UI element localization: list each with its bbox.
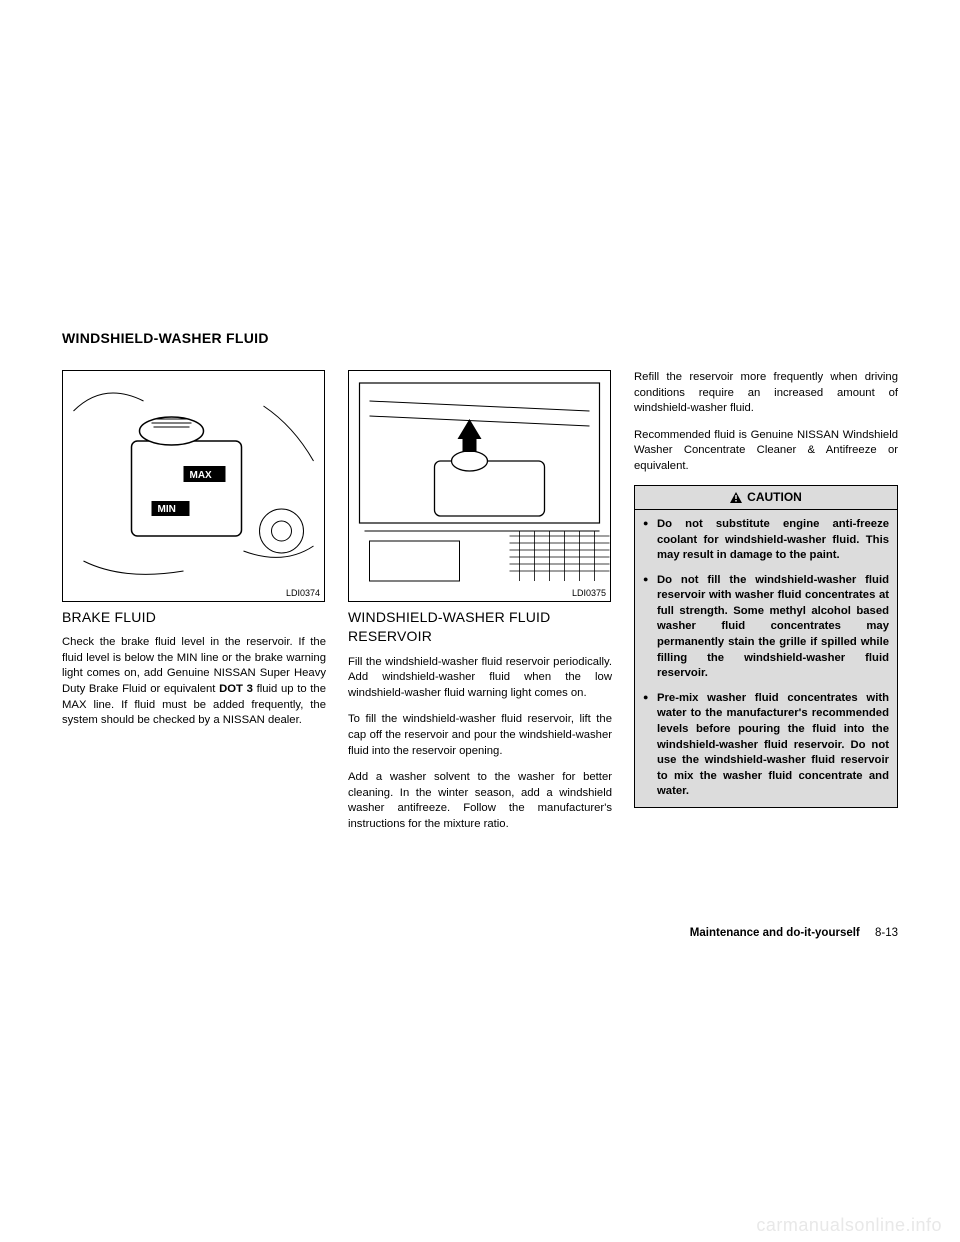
svg-text:MAX: MAX — [190, 470, 213, 481]
figure-art — [349, 371, 610, 601]
column-3: Refill the reservoir more frequently whe… — [634, 370, 898, 843]
figure-washer-reservoir: LDI0375 — [348, 370, 611, 602]
paragraph: Refill the reservoir more frequently whe… — [634, 370, 898, 417]
figure-art: MAX MIN — [63, 371, 324, 601]
paragraph: Fill the windshield-washer fluid reservo… — [348, 655, 612, 702]
text-bold: DOT 3 — [219, 683, 253, 695]
figure-brake-fluid: MAX MIN LDI0374 — [62, 370, 325, 602]
svg-text:MIN: MIN — [158, 504, 176, 515]
caution-box: CAUTION Do not substitute engine anti-fr… — [634, 485, 898, 807]
brake-fluid-heading: BRAKE FLUID — [62, 608, 326, 627]
figure-label: LDI0375 — [572, 587, 606, 599]
caution-label: CAUTION — [747, 489, 802, 506]
caution-item: Do not fill the windshield-washer fluid … — [643, 573, 889, 682]
section-header: WINDSHIELD-WASHER FLUID — [62, 330, 898, 346]
manual-page: WINDSHIELD-WASHER FLUID MAX MIN — [62, 330, 898, 843]
caution-item: Do not substitute engine anti-freeze coo… — [643, 517, 889, 564]
warning-icon — [730, 492, 742, 503]
page-footer: Maintenance and do-it-yourself 8-13 — [690, 927, 898, 939]
paragraph: Add a washer solvent to the washer for b… — [348, 770, 612, 832]
caution-list: Do not substitute engine anti-freeze coo… — [635, 510, 897, 807]
column-1: MAX MIN LDI0374 BRAKE FLUID Check the br — [62, 370, 326, 843]
brake-fluid-paragraph: Check the brake fluid level in the reser… — [62, 635, 326, 728]
content-columns: MAX MIN LDI0374 BRAKE FLUID Check the br — [62, 370, 898, 843]
chapter-title: Maintenance and do-it-yourself — [690, 927, 860, 939]
page-number: 8-13 — [875, 927, 898, 939]
paragraph: Recommended fluid is Genuine NISSAN Wind… — [634, 428, 898, 475]
figure-label: LDI0374 — [286, 587, 320, 599]
caution-header: CAUTION — [635, 486, 897, 510]
washer-reservoir-heading: WINDSHIELD-WASHER FLUID RESERVOIR — [348, 608, 612, 647]
watermark: carmanualsonline.info — [756, 1215, 942, 1236]
caution-item: Pre-mix washer fluid concentrates with w… — [643, 691, 889, 800]
paragraph: To fill the windshield-washer fluid rese… — [348, 712, 612, 759]
column-2: LDI0375 WINDSHIELD-WASHER FLUID RESERVOI… — [348, 370, 612, 843]
